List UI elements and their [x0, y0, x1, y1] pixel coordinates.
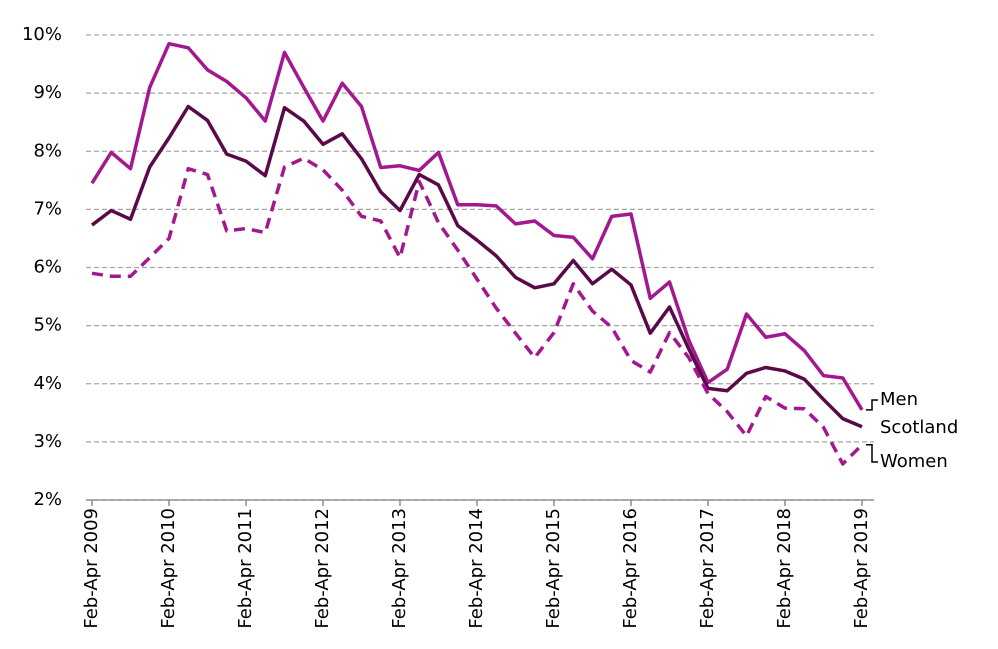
x-tick-label: Feb-Apr 2010: [158, 508, 179, 629]
y-tick-label: 10%: [22, 24, 62, 45]
label-connector: [866, 444, 878, 463]
y-tick-label: 4%: [33, 373, 62, 394]
x-tick-label: Feb-Apr 2014: [466, 508, 487, 629]
legend-label: Scotland: [880, 417, 958, 438]
series-line: [90, 41, 864, 411]
x-tick-label: Feb-Apr 2013: [389, 508, 410, 629]
series-line: [90, 104, 863, 429]
legend-label: Women: [880, 451, 948, 472]
x-tick-label: Feb-Apr 2012: [312, 508, 333, 629]
y-tick-label: 8%: [33, 140, 62, 161]
legend-label: Men: [880, 389, 918, 410]
x-tick-label: Feb-Apr 2011: [235, 508, 256, 629]
y-tick-label: 5%: [33, 315, 62, 336]
x-tick-label: Feb-Apr 2016: [620, 508, 641, 629]
series-line: [91, 156, 864, 466]
x-tick-label: Feb-Apr 2018: [774, 508, 795, 629]
x-tick-label: Feb-Apr 2009: [81, 508, 102, 629]
y-tick-label: 2%: [33, 489, 62, 510]
y-tick-label: 6%: [33, 257, 62, 278]
label-connector: [866, 399, 878, 411]
x-tick-label: Feb-Apr 2017: [697, 508, 718, 629]
y-tick-label: 7%: [33, 198, 62, 219]
y-tick-label: 9%: [33, 82, 62, 103]
y-tick-label: 3%: [33, 431, 62, 452]
x-tick-label: Feb-Apr 2019: [851, 508, 872, 629]
x-tick-label: Feb-Apr 2015: [543, 508, 564, 629]
